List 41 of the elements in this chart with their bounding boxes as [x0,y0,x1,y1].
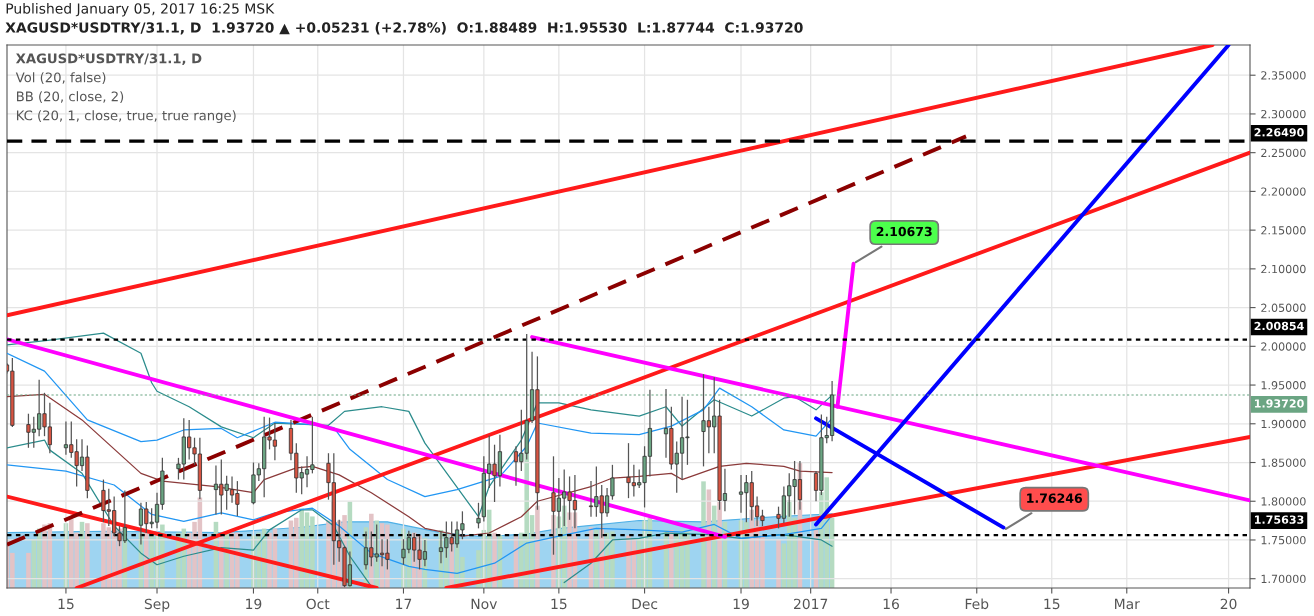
annotation: XAGUSD*USDTRY/31.1, D [15,53,202,66]
y-tick-label: 1.95000 [1261,381,1306,390]
x-tick-label: 16 [883,598,899,610]
annotation: KC (20, 1, close, true, true range) [17,110,236,123]
x-tick-label: 15 [1044,598,1060,610]
y-tick-label: 1.70000 [1261,574,1306,584]
x-tick-label: Oct [306,598,330,610]
annotation: 1.76246 [1027,493,1083,503]
annotation: BB (20, close, 2) [17,91,124,103]
ref-line-label: 2.26490 [1254,128,1304,137]
x-tick-label: 2017 [794,598,828,610]
x-tick-label: Nov [471,598,497,610]
y-tick-label: 2.30000 [1261,109,1306,119]
x-tick-label: 17 [396,598,412,609]
y-tick-label: 2.05000 [1261,303,1306,312]
y-tick-label: 2.35000 [1261,71,1306,80]
y-tick-label: 1.85000 [1261,458,1306,467]
x-tick-label: Mar [1115,598,1140,610]
y-tick-label: 1.90000 [1261,419,1306,429]
x-tick-label: 15 [58,598,74,610]
y-tick-label: 2.15000 [1261,226,1306,235]
x-tick-label: 19 [246,598,262,610]
y-tick-label: 2.20000 [1261,187,1306,196]
annotation: Vol (20, false) [15,72,106,84]
y-tick-label: 1.75000 [1261,535,1306,545]
x-tick-label: Dec [632,598,658,610]
chart-subtitle: XAGUSD*USDTRY/31.1, D 1.93720 ▲ +0.05231 (+2.78%) O:1.88489 H:1.95530 L:1.87744 C:1.93720 [5,22,803,35]
x-tick-label: Sep [144,598,170,612]
y-tick-label: 2.00000 [1261,342,1306,351]
ref-line-label: 1.93720 [1254,399,1304,408]
x-tick-label: 19 [733,598,749,610]
y-tick-label: 1.80000 [1261,497,1306,506]
x-tick-label: 20 [1220,598,1237,610]
y-tick-label: 2.25000 [1261,148,1306,158]
chart-title: Published January 05, 2017 16:25 MSK [6,3,275,17]
annotation: 2.10673 [876,226,932,237]
x-tick-label: 15 [551,598,567,610]
ref-line-label: 1.75633 [1254,515,1304,524]
y-tick-label: 2.10000 [1261,264,1306,274]
x-tick-label: Feb [965,598,989,610]
ref-line-label: 2.00854 [1254,321,1304,331]
